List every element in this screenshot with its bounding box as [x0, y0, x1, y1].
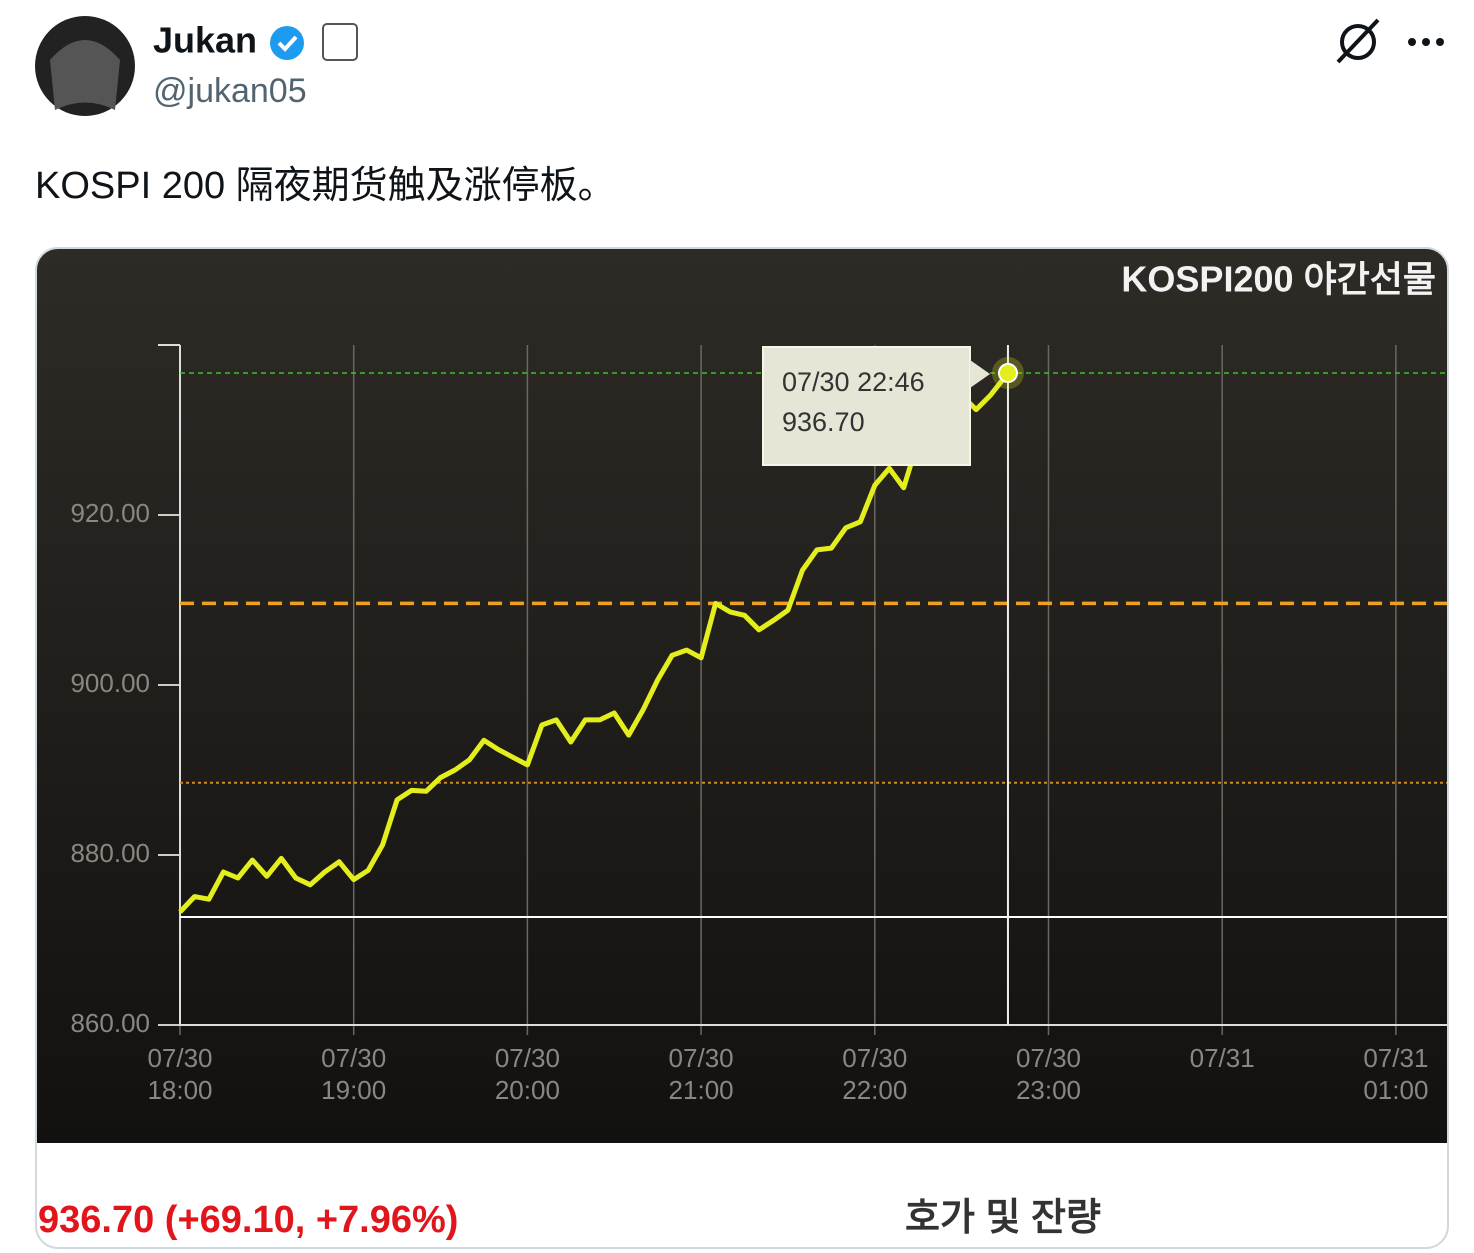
tooltip-box: [762, 346, 971, 466]
y-tick-label: 880.00: [70, 838, 150, 868]
x-tick-label: 07/30 21:00: [669, 1043, 734, 1105]
verified-badge: [270, 26, 304, 60]
x-tick-label: 07/30 18:00: [147, 1043, 212, 1105]
x-tick-label: 07/30 20:00: [495, 1043, 560, 1105]
x-tick-label: 07/31: [1190, 1043, 1255, 1073]
affiliate-badge: [322, 23, 358, 61]
x-tick-label: 07/30 19:00: [321, 1043, 386, 1105]
chart-image[interactable]: KOSPI200 야간선물 07/30 18:00 07/30 19:00 07/30 20…: [36, 248, 1448, 1253]
quote-bar: [36, 1143, 1448, 1248]
price-line: [178, 371, 1010, 914]
image-border: [35, 247, 1449, 1249]
x-tick-label: 07/30 22:00: [842, 1043, 907, 1105]
quote-link: 호가 및 잔량: [905, 1197, 1101, 1239]
author-name[interactable]: Jukan: [153, 20, 257, 61]
tooltip-time: 07/30 22:46: [782, 367, 925, 397]
y-tick-label: 920.00: [70, 498, 150, 528]
y-tick-label: 900.00: [70, 668, 150, 698]
y-tick-label: 860.00: [70, 1008, 150, 1038]
current-point: [997, 363, 1018, 384]
verified-check: [277, 35, 298, 52]
tooltip-value: 936.70: [782, 407, 865, 437]
x-tick-label: 07/30 23:00: [1016, 1043, 1081, 1105]
x-tick-label: 07/31 01:00: [1363, 1043, 1428, 1105]
grok-slash: [1336, 18, 1380, 64]
tooltip-pointer: [970, 360, 990, 388]
avatar-art: [50, 40, 120, 110]
more-menu[interactable]: [1408, 38, 1444, 46]
chart-title: KOSPI200 야간선물: [1121, 259, 1436, 300]
grok-icon[interactable]: [1340, 24, 1376, 60]
chart-background: [36, 248, 1448, 1143]
tweet-text: KOSPI 200 隔夜期货触及涨停板。: [35, 165, 616, 207]
handle[interactable]: @jukan05: [153, 72, 307, 110]
quote-price: 936.70 (+69.10, +7.96%): [38, 1199, 458, 1241]
